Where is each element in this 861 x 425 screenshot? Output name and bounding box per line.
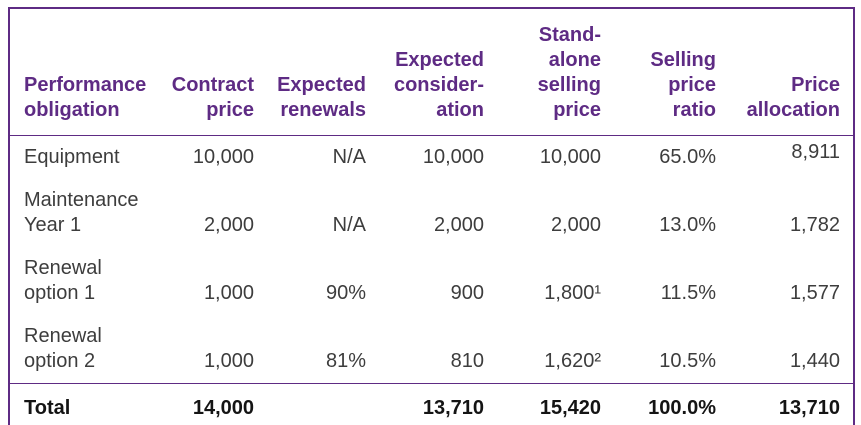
- table-body: Equipment 10,000 N/A 10,000 10,000 65.0%…: [9, 136, 854, 384]
- header-selling-price-ratio: Selling price ratio: [650, 49, 716, 121]
- table-cell: N/A: [332, 146, 366, 168]
- row-maintenance-year-1: Maintenance Year 1 2,000 N/A 2,000 2,000…: [9, 179, 854, 247]
- table-cell: 1,000: [203, 350, 254, 372]
- table-cell: 14,000: [192, 397, 254, 419]
- table-cell: 10,000: [539, 146, 601, 168]
- table-cell: 1,620²: [544, 350, 601, 372]
- table-cell: 10,000: [192, 146, 254, 168]
- table-cell: 8,911: [716, 136, 854, 180]
- header-performance-obligation: Performance obligation: [24, 74, 147, 121]
- cell-value: 8,911: [791, 141, 840, 163]
- table-cell: 10,000: [422, 146, 484, 168]
- header-standalone-selling-price: Stand- alone selling price: [537, 24, 601, 121]
- table-cell: 10.5%: [659, 350, 716, 372]
- table-cell: 1,800¹: [544, 282, 601, 304]
- table-cell: 90%: [325, 282, 366, 304]
- table-cell: 11.5%: [660, 282, 716, 304]
- table-header: Performance obligation Contract price Ex…: [9, 8, 854, 136]
- table-cell: 15,420: [539, 397, 601, 419]
- price-allocation-table: Performance obligation Contract price Ex…: [8, 7, 855, 425]
- table-cell: 13,710: [778, 397, 840, 419]
- table-cell: Equipment: [24, 146, 120, 168]
- row-renewal-option-2: Renewal option 2 1,000 81% 810 1,620² 10…: [9, 315, 854, 384]
- header-expected-consideration: Expected consider- ation: [393, 49, 484, 121]
- header-row: Performance obligation Contract price Ex…: [9, 8, 854, 136]
- table-cell: Renewal option 2: [24, 325, 102, 372]
- table-cell: N/A: [332, 214, 366, 236]
- table-cell: 100.0%: [648, 397, 716, 419]
- table-cell: 810: [450, 350, 484, 372]
- table-cell: Renewal option 1: [24, 257, 102, 304]
- table-cell: [254, 384, 366, 425]
- table-cell: 1,577: [789, 282, 840, 304]
- table-cell: 81%: [325, 350, 366, 372]
- table-cell: 65.0%: [659, 146, 716, 168]
- table-cell: 2,000: [433, 214, 484, 236]
- total-label: Total: [24, 397, 71, 419]
- table-cell: 2,000: [203, 214, 254, 236]
- table-cell: 2,000: [550, 214, 601, 236]
- header-price-allocation: Price allocation: [746, 74, 840, 121]
- table-cell: 1,000: [203, 282, 254, 304]
- table-cell: 13.0%: [659, 214, 716, 236]
- table-cell: 13,710: [422, 397, 484, 419]
- table-footer: Total 14,000 13,710 15,420 100.0% 13,710: [9, 383, 854, 425]
- table-cell: 900: [450, 282, 484, 304]
- row-renewal-option-1: Renewal option 1 1,000 90% 900 1,800¹ 11…: [9, 247, 854, 315]
- header-expected-renewals: Expected renewals: [277, 74, 366, 121]
- row-equipment: Equipment 10,000 N/A 10,000 10,000 65.0%…: [9, 136, 854, 180]
- table-cell: Maintenance Year 1: [24, 189, 139, 236]
- row-total: Total 14,000 13,710 15,420 100.0% 13,710: [9, 383, 854, 425]
- table-cell: 1,782: [789, 214, 840, 236]
- header-contract-price: Contract price: [171, 74, 254, 121]
- table-cell: 1,440: [789, 350, 840, 372]
